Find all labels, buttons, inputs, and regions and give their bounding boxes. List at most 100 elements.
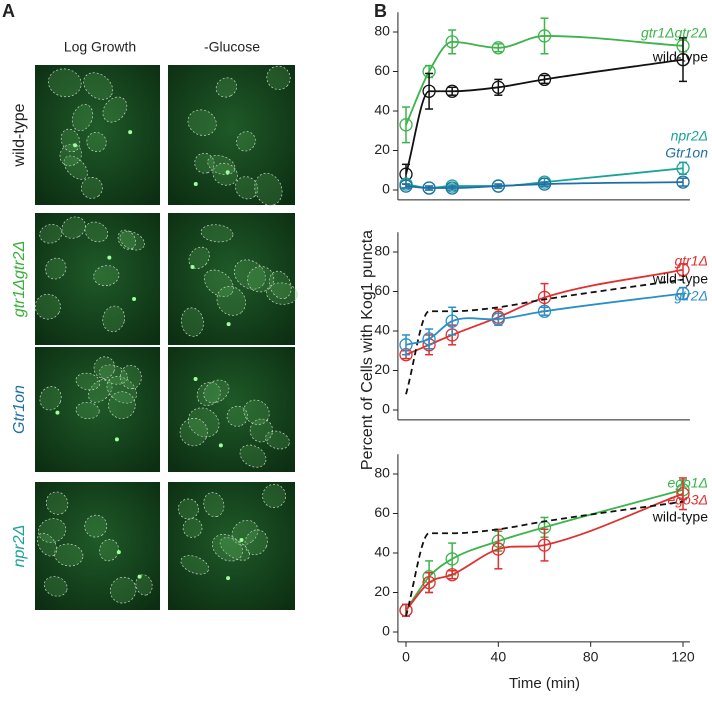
row-label: gtr1Δgtr2Δ	[11, 241, 28, 318]
cell-outline	[88, 378, 113, 403]
cell-outline	[45, 257, 67, 280]
cell-outline	[63, 155, 88, 180]
x-tick-label: 120	[671, 649, 695, 665]
micrograph	[168, 482, 295, 610]
series-label: wild-type	[652, 271, 708, 287]
cell-outline	[39, 224, 63, 244]
cell-outline	[203, 269, 234, 297]
x-axis-label: Time (min)	[509, 675, 580, 692]
cell-outline	[81, 176, 103, 199]
x-tick-label: 0	[402, 649, 410, 665]
y-tick-label: 0	[382, 623, 390, 639]
y-tick-label: 60	[374, 504, 390, 520]
cell-outline	[219, 537, 250, 561]
y-tick-label: 40	[374, 102, 390, 118]
marker	[422, 575, 436, 590]
cell-outline	[203, 492, 225, 518]
cell-outline	[235, 176, 259, 200]
cell-outline	[249, 418, 273, 443]
marker	[676, 487, 690, 501]
puncta	[218, 443, 223, 448]
cell-outline	[200, 224, 234, 243]
y-tick-label: 80	[374, 465, 390, 481]
marker	[445, 35, 459, 49]
cell-outline	[243, 399, 270, 425]
puncta	[226, 322, 231, 327]
cell-outline	[119, 364, 142, 390]
cell-outline	[239, 444, 267, 468]
marker	[676, 263, 690, 277]
cell-outline	[262, 483, 286, 509]
cell-outline	[215, 77, 237, 98]
cell-outline	[38, 518, 67, 543]
x-tick-label: 40	[491, 649, 507, 665]
cell-outline	[36, 532, 58, 557]
y-tick-label: 40	[374, 544, 390, 560]
marker	[491, 312, 505, 326]
puncta	[116, 550, 121, 555]
marker	[491, 80, 505, 94]
cell-outline	[180, 555, 210, 575]
cell-outline	[207, 155, 236, 175]
puncta	[114, 437, 119, 442]
cell-outline	[268, 270, 292, 300]
column-header: -Glucose	[204, 39, 260, 55]
series-label: ego3Δ	[667, 492, 708, 508]
panel-label: A	[2, 1, 15, 21]
y-tick-label: 60	[374, 282, 390, 298]
cell-outline	[102, 305, 126, 333]
cell-outline	[71, 104, 94, 132]
micrograph	[168, 213, 295, 345]
marker	[445, 314, 459, 328]
cell-outline	[266, 282, 298, 305]
cell-outline	[247, 266, 275, 293]
cell-outline	[216, 286, 246, 316]
cell-outline	[236, 131, 256, 152]
y-tick-label: 20	[374, 361, 390, 377]
cell-outline	[180, 307, 204, 337]
series-label: wild-type	[652, 509, 708, 525]
cell-outline	[135, 574, 153, 596]
marker	[491, 179, 505, 193]
marker	[537, 538, 552, 552]
cell-outline	[211, 534, 243, 562]
row-label: npr2Δ	[11, 525, 28, 568]
cell-outline	[254, 173, 283, 206]
cell-outline	[86, 132, 107, 153]
cell-outline	[45, 491, 69, 515]
cell-outline	[59, 143, 82, 167]
cell-outline	[233, 259, 266, 290]
cell-outline	[177, 498, 199, 520]
marker	[537, 304, 552, 318]
series-label: ego1Δ	[667, 475, 708, 491]
puncta	[190, 264, 195, 269]
cell-outline	[106, 376, 137, 404]
marker	[422, 332, 436, 346]
y-axis-label: Percent of Cells with Kog1 puncta	[359, 230, 376, 470]
cell-outline	[84, 221, 109, 243]
y-tick-label: 20	[374, 583, 390, 599]
fit-line	[405, 278, 684, 395]
panel-label: B	[374, 1, 387, 21]
series-label: npr2Δ	[671, 128, 708, 144]
cell-outline	[93, 356, 116, 379]
fit-line	[405, 500, 684, 617]
puncta	[55, 410, 60, 415]
cell-outline	[48, 68, 82, 98]
cell-outline	[83, 72, 114, 100]
marker	[445, 568, 459, 582]
puncta	[132, 296, 137, 301]
cell-outline	[196, 381, 221, 406]
micrograph	[35, 482, 160, 610]
y-tick-label: 0	[382, 181, 390, 197]
puncta	[239, 537, 244, 542]
marker	[676, 175, 690, 189]
puncta	[226, 576, 231, 581]
marker	[445, 84, 459, 98]
cell-outline	[61, 216, 86, 239]
cell-outline	[179, 417, 208, 447]
marker	[491, 542, 505, 556]
series-label: gtr1Δ	[674, 253, 708, 269]
marker	[422, 181, 436, 195]
puncta	[193, 377, 198, 382]
